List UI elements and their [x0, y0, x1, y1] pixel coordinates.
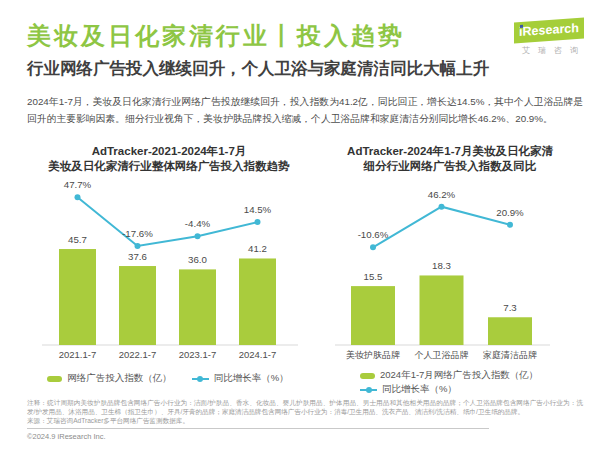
legend-item-line: 同比增长率（%）: [192, 372, 289, 385]
legend-right: 2024年1-7月网络广告投入指数（亿） 同比增长率（%）: [360, 370, 538, 395]
footer-divider: [27, 428, 489, 429]
legend-item-bar: 2024年1-7月网络广告投入指数（亿）: [360, 370, 538, 381]
svg-text:家庭清洁品牌: 家庭清洁品牌: [483, 350, 537, 360]
line-legend-swatch: [192, 375, 209, 382]
svg-text:2021.1-7: 2021.1-7: [59, 349, 97, 360]
footnote-note: 注释：统计周期内美妆护肤品牌包含网络广告小行业为：洁面/护肤品、香水、化妆品、婴…: [27, 399, 583, 416]
iresearch-logo: iResearch 艾瑞咨询: [514, 20, 586, 56]
svg-text:14.5%: 14.5%: [244, 204, 272, 215]
svg-text:个人卫浴品牌: 个人卫浴品牌: [415, 350, 469, 360]
footnote-source: 来源：艾瑞咨询AdTracker多平台网络广告监测数据库。: [27, 417, 583, 426]
svg-text:45.7: 45.7: [68, 234, 87, 245]
svg-text:41.2: 41.2: [248, 243, 267, 254]
line-legend-swatch: [360, 386, 377, 393]
summary-paragraph: 2024年1-7月，美妆及日化家清行业网络广告投放继续回升，投入指数为41.2亿…: [27, 93, 583, 127]
svg-text:36.0: 36.0: [188, 254, 207, 265]
chart-left-title: AdTracker-2021-2024年1-7月 美妆及日化家清行业整体网络广告…: [30, 144, 308, 173]
svg-text:-17.6%: -17.6%: [122, 228, 153, 239]
bar-line-chart-segment-comparison: 15.5 18.3 7.3 -10.6% 46.2% 20.9% 美妆护肤品牌 个人卫浴品牌 家…: [320, 176, 584, 368]
page-subtitle: 行业网络广告投入继续回升，个人卫浴与家庭清洁同比大幅上升: [27, 58, 489, 80]
report-page: iResearch 艾瑞咨询 美妆及日化家清行业丨投入趋势 行业网络广告投入继续…: [0, 0, 600, 449]
svg-text:37.6: 37.6: [128, 251, 147, 262]
legend-item-line: 同比增长率（%）: [360, 384, 457, 395]
svg-text:47.7%: 47.7%: [64, 179, 92, 190]
bar-legend-swatch: [360, 373, 375, 379]
bar-legend-swatch: [47, 376, 62, 382]
svg-text:20.9%: 20.9%: [496, 207, 524, 218]
svg-text:-10.6%: -10.6%: [358, 229, 389, 240]
bar-line-chart-overall-trend: 45.7 37.6 36.0 41.2 47.7% -17.6% -4.4% 14.5% 202…: [30, 176, 308, 368]
legend-item-bar: 网络广告投入指数（亿）: [47, 372, 172, 385]
svg-text:2023.1-7: 2023.1-7: [179, 349, 217, 360]
copyright: ©2024.9 iResearch Inc.: [27, 432, 106, 441]
iresearch-logo-chinese: 艾瑞咨询: [514, 45, 586, 56]
svg-text:7.3: 7.3: [503, 302, 516, 313]
svg-text:15.5: 15.5: [364, 271, 383, 282]
svg-text:18.3: 18.3: [432, 260, 451, 271]
svg-text:2022.1-7: 2022.1-7: [119, 349, 157, 360]
chart-right-title: AdTracker-2024年1-7月美妆及日化家清 细分行业网络广告投入指数及…: [316, 144, 584, 173]
legend-left: 网络广告投入指数（亿） 同比增长率（%）: [30, 372, 306, 385]
page-title: 美妆及日化家清行业丨投入趋势: [27, 22, 405, 51]
iresearch-logo-badge: iResearch: [514, 18, 584, 44]
svg-text:2024.1-7: 2024.1-7: [239, 349, 277, 360]
svg-text:美妆护肤品牌: 美妆护肤品牌: [346, 350, 400, 360]
svg-text:-4.4%: -4.4%: [185, 218, 211, 229]
svg-text:46.2%: 46.2%: [428, 189, 456, 200]
